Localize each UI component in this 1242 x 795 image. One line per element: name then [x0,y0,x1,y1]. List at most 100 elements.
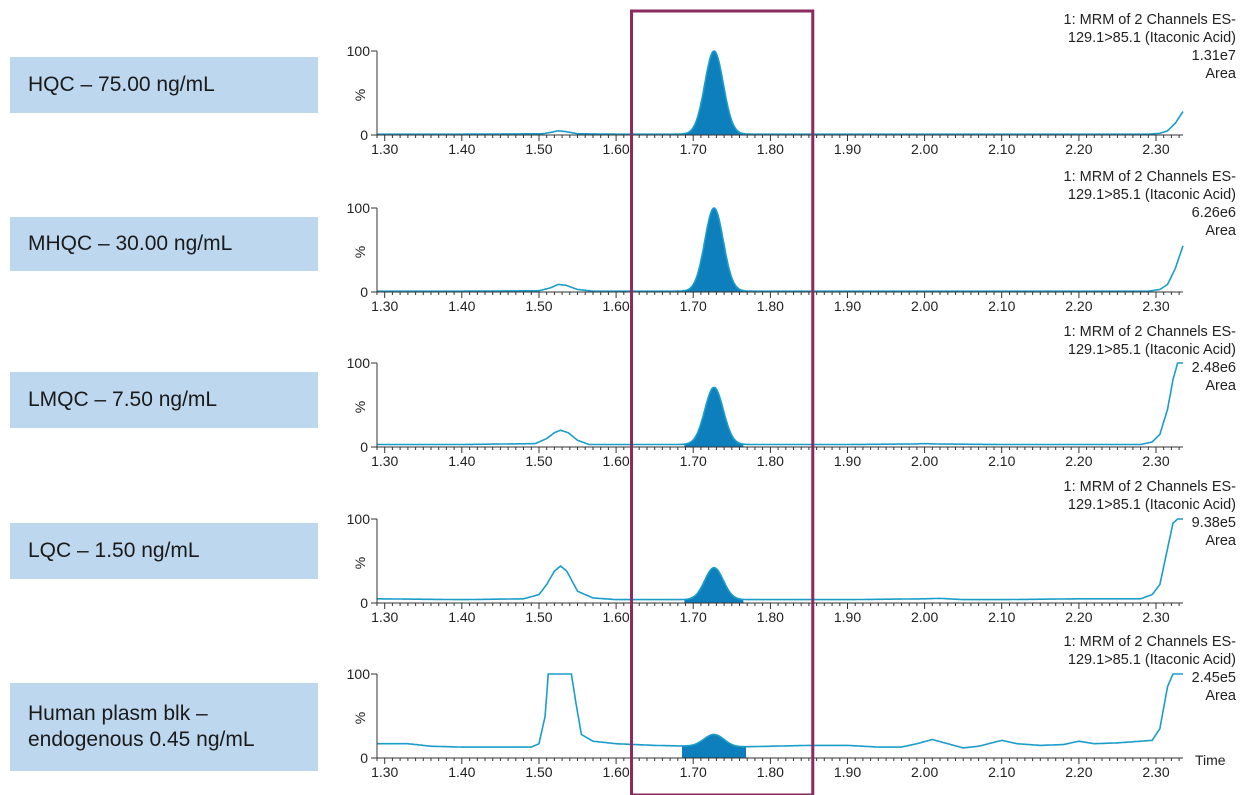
x-tick-label: 1.80 [757,609,784,625]
sample-label-lmqc: LMQC – 7.50 ng/mL [10,372,318,428]
x-tick-label: 2.10 [988,764,1015,780]
trace-info-line: 129.1>85.1 (Itaconic Acid) [1067,497,1236,513]
x-tick-label: 1.30 [371,609,398,625]
x-tick-label: 1.30 [371,298,398,314]
x-tick-label: 1.60 [602,764,629,780]
trace-info-mode: Area [1205,688,1236,704]
x-tick-label: 2.20 [1065,764,1092,780]
x-tick-label: 2.00 [911,609,938,625]
x-tick-label: 1.60 [602,141,629,157]
trace-info-mode: Area [1205,378,1236,394]
trace-info-mode: Area [1205,66,1236,82]
y-tick-label: 100 [347,43,371,59]
y-tick-label: 100 [347,511,371,527]
x-tick-label: 1.30 [371,764,398,780]
x-tick-label: 2.00 [911,141,938,157]
x-tick-label: 1.30 [371,453,398,469]
x-tick-label: 1.30 [371,141,398,157]
x-tick-label: 1.70 [680,453,707,469]
x-tick-label: 1.50 [525,609,552,625]
trace-info-line: 1: MRM of 2 Channels ES- [1063,12,1236,28]
x-tick-label: 2.30 [1142,764,1169,780]
trace-info-line: 129.1>85.1 (Itaconic Acid) [1067,652,1236,668]
x-tick-label: 1.70 [680,141,707,157]
y-tick-label: 0 [360,439,368,455]
chromatogram-trace [377,673,1183,749]
trace-info-lmqc: 1: MRM of 2 Channels ES- 129.1>85.1 (Ita… [1064,323,1236,395]
x-tick-label: 1.80 [757,298,784,314]
chromatogram-trace [377,50,1184,135]
x-tick-label: 2.10 [988,453,1015,469]
x-tick-label: 2.10 [988,141,1015,157]
y-axis-percent-label: % [352,401,368,413]
y-axis-percent-label: % [352,246,368,258]
sample-label-text: MHQC – 30.00 ng/mL [28,231,233,255]
x-tick-label: 1.50 [525,764,552,780]
x-tick-label: 1.50 [525,453,552,469]
y-axis-percent-label: % [352,89,368,101]
x-tick-label: 2.30 [1142,609,1169,625]
x-tick-label: 1.80 [757,764,784,780]
sample-label-text: endogenous 0.45 ng/mL [28,728,255,751]
x-tick-label: 1.40 [448,764,475,780]
x-tick-label: 1.90 [834,453,861,469]
x-tick-label: 2.20 [1065,609,1092,625]
x-tick-label: 1.80 [757,453,784,469]
trace-info-scale: 1.31e7 [1191,48,1236,64]
integrated-peak-area [684,51,744,135]
trace-info-line: 129.1>85.1 (Itaconic Acid) [1067,187,1236,203]
integrated-peak-area [684,567,744,603]
sample-label-block: Human plasm blk – endogenous 0.45 ng/mL [28,701,255,754]
sample-label-text: LQC – 1.50 ng/mL [28,538,200,562]
y-axis-percent-label: % [352,712,368,724]
x-tick-label: 1.50 [525,298,552,314]
trace-info-scale: 2.48e6 [1191,360,1236,376]
x-tick-label: 1.40 [448,609,475,625]
sample-label-blank: Human plasm blk – endogenous 0.45 ng/mL [10,683,318,771]
x-tick-label: 1.40 [448,453,475,469]
sample-label-text: HQC – 75.00 ng/mL [28,72,215,96]
x-tick-label: 1.90 [834,764,861,780]
x-tick-label: 2.20 [1065,298,1092,314]
y-tick-label: 0 [360,284,368,300]
x-tick-label: 1.90 [834,609,861,625]
trace-info-line: 129.1>85.1 (Itaconic Acid) [1067,30,1236,46]
x-axis-unit-label: Time [1195,752,1226,768]
sample-label-mhqc: MHQC – 30.00 ng/mL [10,217,318,271]
x-tick-label: 1.90 [834,298,861,314]
x-tick-label: 1.80 [757,141,784,157]
chromatogram-trace [377,207,1184,292]
trace-info-line: 1: MRM of 2 Channels ES- [1063,169,1236,185]
chromatogram-trace [377,362,1183,446]
y-tick-label: 100 [347,355,371,371]
sample-label-lqc: LQC – 1.50 ng/mL [10,523,318,579]
sample-label-hqc: HQC – 75.00 ng/mL [10,57,318,113]
trace-info-line: 1: MRM of 2 Channels ES- [1063,324,1236,340]
y-tick-label: 100 [347,200,371,216]
retention-window-highlight [630,9,815,795]
x-tick-label: 1.70 [680,764,707,780]
x-tick-label: 1.40 [448,141,475,157]
y-axis-percent-label: % [352,557,368,569]
x-tick-label: 2.10 [988,609,1015,625]
trace-info-mode: Area [1205,223,1236,239]
x-tick-label: 1.90 [834,141,861,157]
x-tick-label: 1.70 [680,298,707,314]
integrated-peak-area [682,734,747,758]
trace-info-mhqc: 1: MRM of 2 Channels ES- 129.1>85.1 (Ita… [1064,168,1236,240]
y-tick-label: 0 [360,750,368,766]
trace-info-line: 1: MRM of 2 Channels ES- [1063,479,1236,495]
x-tick-label: 1.60 [602,453,629,469]
x-tick-label: 1.70 [680,609,707,625]
sample-label-text: Human plasm blk – [28,701,208,725]
x-tick-label: 2.10 [988,298,1015,314]
x-tick-label: 2.20 [1065,141,1092,157]
trace-info-scale: 9.38e5 [1191,515,1236,531]
y-tick-label: 0 [360,127,368,143]
sample-label-text: LMQC – 7.50 ng/mL [28,387,218,411]
x-tick-label: 1.60 [602,609,629,625]
integrated-peak-area [684,208,744,292]
trace-info-lqc: 1: MRM of 2 Channels ES- 129.1>85.1 (Ita… [1064,478,1236,550]
x-tick-label: 2.00 [911,298,938,314]
